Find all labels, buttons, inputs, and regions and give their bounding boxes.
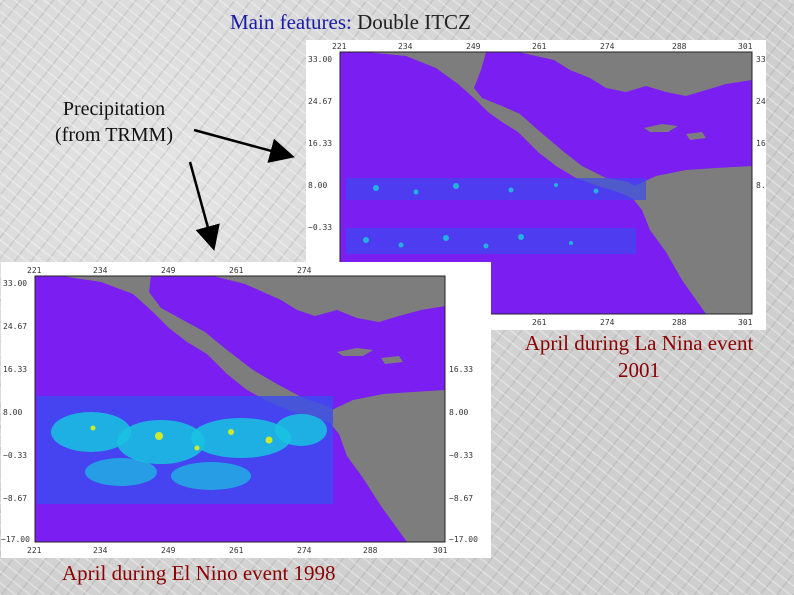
x-tick: 249 bbox=[161, 266, 176, 275]
x-tick: 234 bbox=[93, 266, 108, 275]
lanina-itcz-north bbox=[346, 178, 646, 200]
elnino-land-north bbox=[213, 276, 445, 322]
lanina-land-hispaniola bbox=[686, 132, 706, 140]
y-tick: 8.00 bbox=[308, 181, 327, 190]
x-tick: 261 bbox=[229, 546, 244, 555]
x-tick: 221 bbox=[27, 266, 42, 275]
precipitation-label: Precipitation (from TRMM) bbox=[44, 96, 184, 148]
x-tick: 234 bbox=[398, 42, 413, 51]
y-tick: −8.67 bbox=[3, 494, 27, 503]
elnino-map: 221 234 249 261 274 221 234 249 261 274 … bbox=[1, 266, 478, 555]
lanina-itcz-south bbox=[346, 228, 636, 254]
lanina-land-central-america bbox=[340, 52, 642, 200]
x-tick: 261 bbox=[532, 318, 547, 327]
lanina-x-ticks-top: 221 234 249 261 274 288 301 bbox=[332, 42, 753, 51]
y-tick: 33.00 bbox=[3, 279, 27, 288]
x-tick: 274 bbox=[600, 42, 615, 51]
y-tick: −0.33 bbox=[3, 451, 27, 460]
y-tick: 24.67 bbox=[308, 97, 332, 106]
precipitation-label-line1: Precipitation bbox=[62, 98, 166, 120]
x-tick: 288 bbox=[672, 318, 687, 327]
y-tick: 16.33 bbox=[449, 365, 473, 374]
lanina-land-cuba bbox=[644, 124, 678, 132]
x-tick: 274 bbox=[297, 546, 312, 555]
y-tick: −0.33 bbox=[449, 451, 473, 460]
elnino-x-ticks-top: 221 234 249 261 274 bbox=[27, 266, 312, 275]
x-tick: 221 bbox=[27, 546, 42, 555]
elnino-map-panel: 221 234 249 261 274 221 234 249 261 274 … bbox=[1, 262, 491, 558]
arrow-to-elnino-map bbox=[188, 161, 220, 251]
elnino-land-central-america bbox=[35, 276, 341, 424]
lanina-map-frame bbox=[339, 51, 753, 315]
y-tick: 16.33 bbox=[3, 365, 27, 374]
elnino-land-cuba bbox=[337, 348, 373, 356]
y-tick: 16.33 bbox=[756, 139, 766, 148]
x-tick: 249 bbox=[161, 546, 176, 555]
y-tick: −17.00 bbox=[449, 535, 478, 544]
title-value: Double ITCZ bbox=[357, 10, 471, 34]
x-tick: 301 bbox=[738, 42, 753, 51]
elnino-y-ticks-left: 33.00 24.67 16.33 8.00 −0.33 −8.67 −17.0… bbox=[1, 279, 30, 544]
x-tick: 301 bbox=[433, 546, 448, 555]
elnino-map-frame bbox=[34, 275, 446, 543]
elnino-y-ticks-right: 16.33 8.00 −0.33 −8.67 −17.00 bbox=[449, 365, 478, 544]
y-tick: −8.67 bbox=[449, 494, 473, 503]
y-tick: 24.67 bbox=[756, 97, 766, 106]
lanina-caption-line1: April during La Nina event bbox=[524, 331, 754, 355]
elnino-land-south-america bbox=[323, 390, 445, 542]
x-tick: 288 bbox=[672, 42, 687, 51]
lanina-caption: April during La Nina event 2001 bbox=[492, 330, 786, 384]
precipitation-label-line2: (from TRMM) bbox=[55, 124, 173, 146]
elnino-caption: April during El Nino event 1998 bbox=[62, 561, 336, 585]
x-tick: 261 bbox=[532, 42, 547, 51]
arrow-to-lanina-map bbox=[193, 128, 295, 163]
x-tick: 249 bbox=[466, 42, 481, 51]
title-label: Main features: bbox=[230, 10, 352, 34]
x-tick: 274 bbox=[600, 318, 615, 327]
lanina-map-panel: 221 234 249 261 274 288 301 221 234 249 … bbox=[306, 40, 766, 330]
y-tick: 8.00 bbox=[449, 408, 468, 417]
lanina-y-ticks-right: 33.00 24.67 16.33 8.00 bbox=[756, 55, 766, 190]
lanina-land-north bbox=[518, 52, 752, 96]
x-tick: 221 bbox=[332, 42, 347, 51]
lanina-caption-line2: 2001 bbox=[618, 358, 660, 382]
y-tick: −17.00 bbox=[1, 535, 30, 544]
x-tick: 288 bbox=[363, 546, 378, 555]
x-tick: 301 bbox=[738, 318, 753, 327]
y-tick: 33.00 bbox=[756, 55, 766, 64]
y-tick: 33.00 bbox=[308, 55, 332, 64]
elnino-x-ticks-bottom: 221 234 249 261 274 288 301 bbox=[27, 546, 448, 555]
slide-title: Main features: Double ITCZ bbox=[230, 10, 471, 35]
y-tick: −0.33 bbox=[308, 223, 332, 232]
x-tick: 261 bbox=[229, 266, 244, 275]
y-tick: 8.00 bbox=[3, 408, 22, 417]
x-tick: 274 bbox=[297, 266, 312, 275]
y-tick: 16.33 bbox=[308, 139, 332, 148]
lanina-land-south-america bbox=[626, 166, 752, 314]
x-tick: 234 bbox=[93, 546, 108, 555]
y-tick: 24.67 bbox=[3, 322, 27, 331]
lanina-map: 221 234 249 261 274 288 301 221 234 249 … bbox=[306, 42, 766, 327]
y-tick: 8.00 bbox=[756, 181, 766, 190]
elnino-itcz-band bbox=[37, 396, 333, 504]
elnino-land-hispaniola bbox=[381, 356, 403, 364]
